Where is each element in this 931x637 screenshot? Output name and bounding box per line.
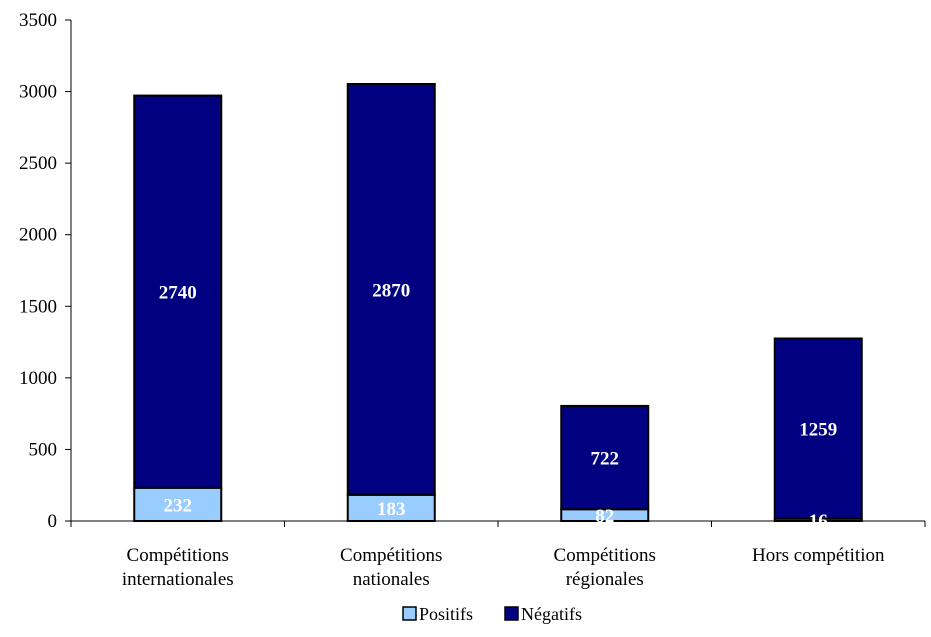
y-tick-label: 1500 <box>19 296 57 317</box>
data-label: 16 <box>809 511 828 532</box>
y-tick-label: 3000 <box>19 82 57 103</box>
x-category-label-line: Hors compétition <box>752 545 885 566</box>
y-tick-label: 3500 <box>19 10 57 31</box>
y-tick-label: 0 <box>48 511 58 532</box>
bar-segment-negatifs <box>560 404 650 511</box>
data-label: 1259 <box>799 420 837 441</box>
x-category-label-line: Compétitions <box>554 545 656 566</box>
bar-segment-negatifs <box>773 337 863 520</box>
bar-segment-negatifs <box>346 82 436 496</box>
legend-label: Négatifs <box>521 604 582 624</box>
x-category-label: Compétitions nationales <box>340 545 442 590</box>
data-label: 232 <box>164 495 193 516</box>
data-labels: 232 2740 183 2870 82 722 16 1259 <box>159 280 838 531</box>
x-category-label-line: Compétitions <box>127 545 229 566</box>
y-tick-label: 2500 <box>19 153 57 174</box>
x-category-label-line: régionales <box>566 569 644 590</box>
legend-swatch <box>402 606 417 621</box>
data-label: 183 <box>377 499 406 520</box>
x-category-label: Compétitions internationales <box>122 545 234 590</box>
x-category-label: Hors compétition <box>752 545 885 566</box>
data-label: 2870 <box>372 280 410 301</box>
x-category-label-line: nationales <box>353 569 430 590</box>
x-category-label: Compétitions régionales <box>554 545 656 590</box>
legend-swatch <box>504 606 519 621</box>
x-category-label-line: internationales <box>122 569 234 590</box>
data-label: 722 <box>591 449 620 470</box>
bars <box>133 82 863 523</box>
y-tick-label: 2000 <box>19 225 57 246</box>
data-label: 2740 <box>159 283 197 304</box>
bar-segment-positifs <box>133 486 223 523</box>
y-tick-label: 1000 <box>19 368 57 389</box>
bar-segment-positifs <box>346 493 436 523</box>
x-category-label-line: Compétitions <box>340 545 442 566</box>
legend-label: Positifs <box>419 604 473 624</box>
bar-segment-negatifs <box>133 94 223 489</box>
data-label: 82 <box>595 506 614 527</box>
y-axis: 0 500 1000 1500 2000 2500 3000 3500 <box>19 10 72 532</box>
x-axis: Compétitions internationales Compétitions n… <box>70 520 926 590</box>
y-tick-label: 500 <box>29 439 58 460</box>
legend: Positifs Négatifs <box>402 604 582 624</box>
